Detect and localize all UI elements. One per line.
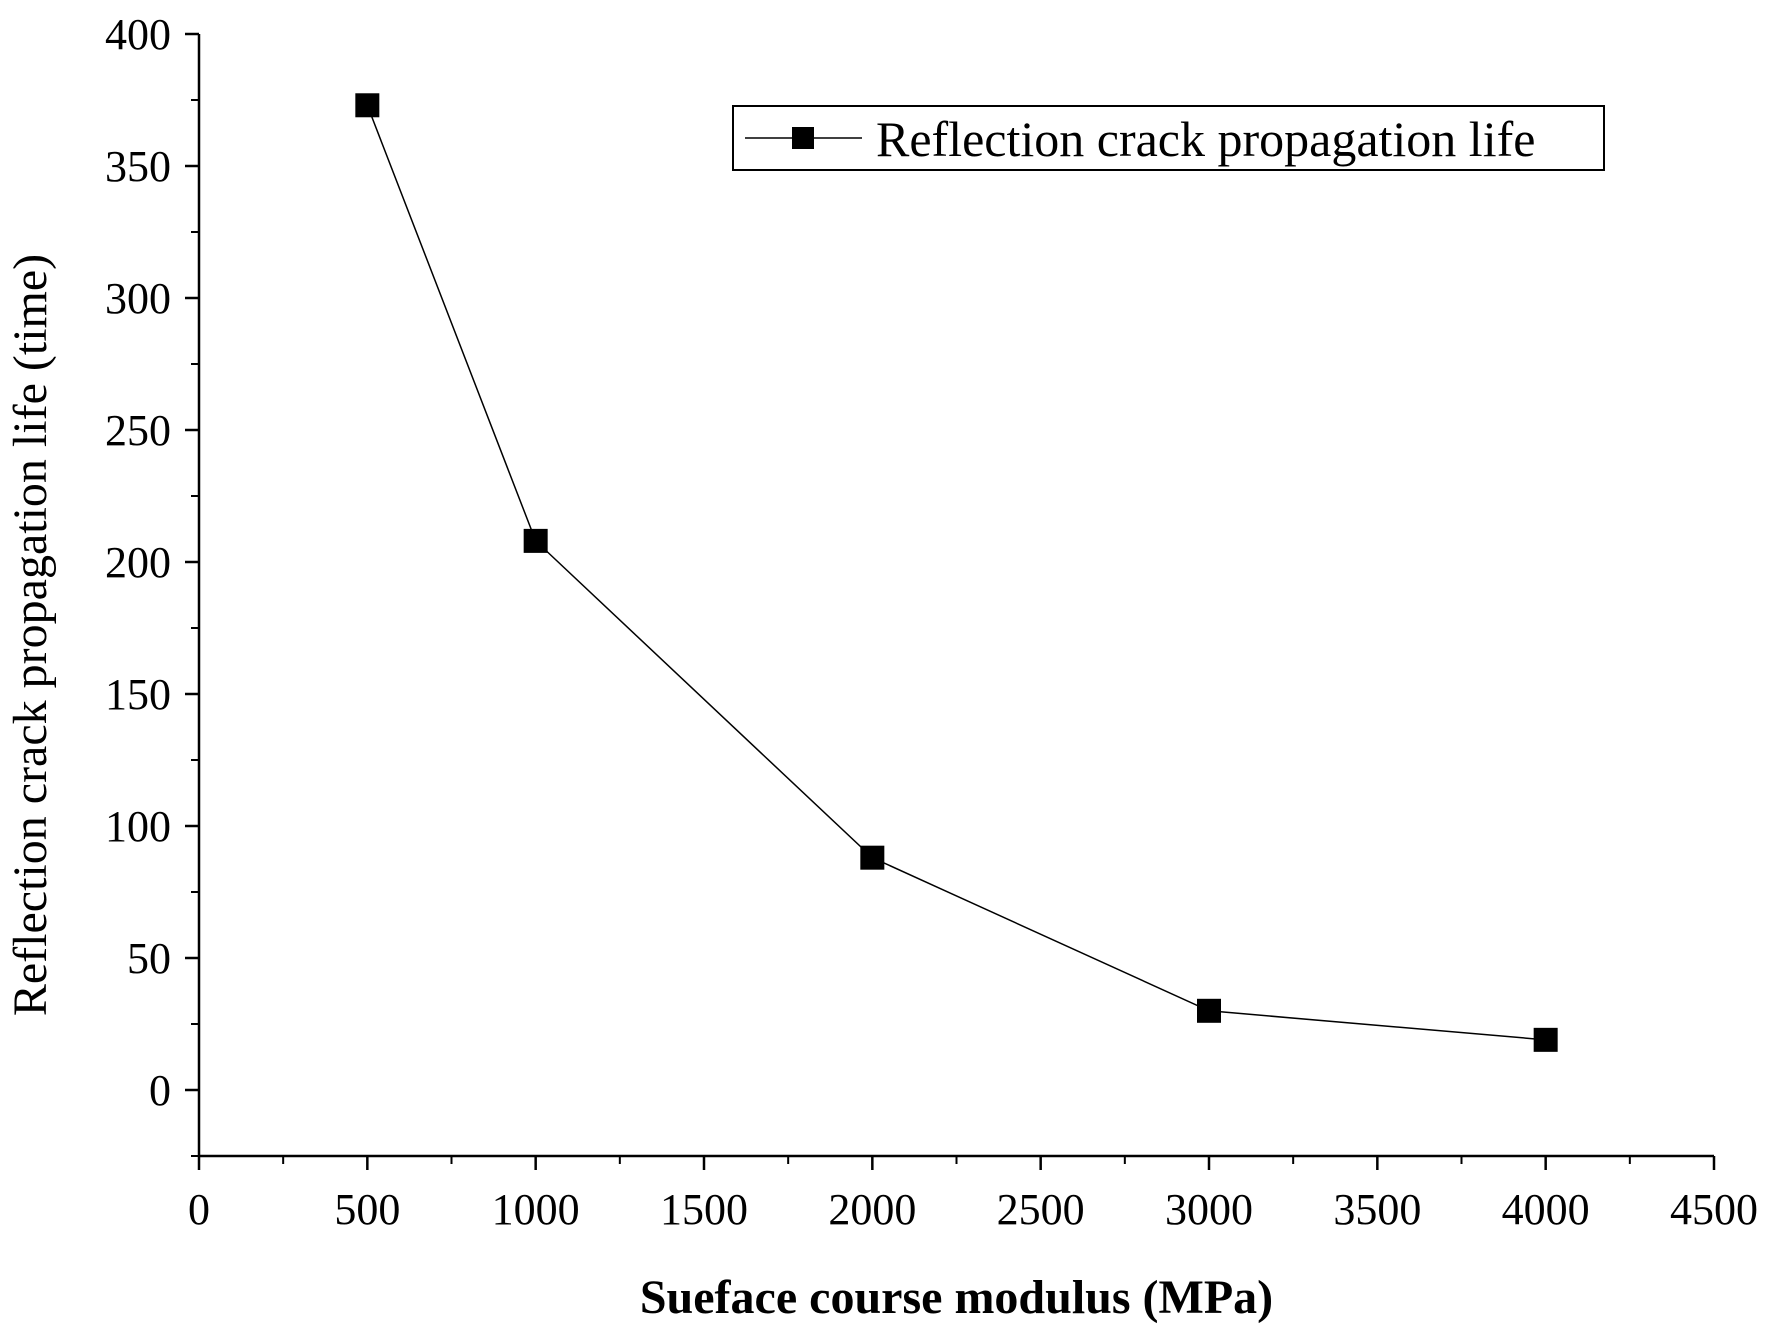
y-ticks: 0 50 100 150 200 250 300 350 400: [105, 10, 199, 1157]
data-point-marker: [1533, 1027, 1558, 1052]
x-axis-title: Sueface course modulus (MPa): [640, 1271, 1273, 1324]
y-tick-label: 200: [105, 538, 171, 587]
y-tick-label: 0: [149, 1066, 171, 1115]
x-tick-label: 0: [188, 1185, 210, 1234]
series-line: [366, 105, 1546, 1041]
x-tick-label: 2000: [828, 1185, 916, 1234]
y-tick-label: 150: [105, 670, 171, 719]
data-point-marker: [860, 845, 885, 870]
legend-label: Reflection crack propagation life: [876, 111, 1535, 167]
x-tick-label: 4000: [1502, 1185, 1590, 1234]
x-tick-label: 1500: [660, 1185, 748, 1234]
x-ticks: 0 500 1000 1500 2000 2500 3000 3500 4000 4500: [188, 1156, 1758, 1234]
data-point-marker: [1197, 998, 1221, 1023]
axes: [197, 34, 1714, 1158]
y-tick-label: 400: [105, 10, 171, 59]
x-tick-label: 500: [334, 1185, 400, 1234]
data-point-marker: [523, 528, 548, 553]
y-tick-label: 100: [105, 802, 171, 851]
y-tick-label: 250: [105, 406, 171, 455]
legend-marker-square: [792, 127, 814, 149]
y-axis-title: Reflection crack propagation life (time): [4, 254, 57, 1016]
legend-box: [732, 105, 1605, 171]
legend: Reflection crack propagation life: [732, 105, 1605, 171]
x-tick-label: 3500: [1333, 1185, 1421, 1234]
x-tick-label: 1000: [492, 1185, 580, 1234]
x-tick-label: 2500: [997, 1185, 1085, 1234]
x-tick-label: 4500: [1670, 1185, 1758, 1234]
y-tick-label: 350: [105, 142, 171, 191]
series-layer: [355, 93, 1558, 1052]
data-point-marker: [355, 93, 380, 118]
x-tick-label: 3000: [1165, 1185, 1253, 1234]
y-tick-label: 300: [105, 274, 171, 323]
y-tick-label: 50: [127, 934, 171, 983]
